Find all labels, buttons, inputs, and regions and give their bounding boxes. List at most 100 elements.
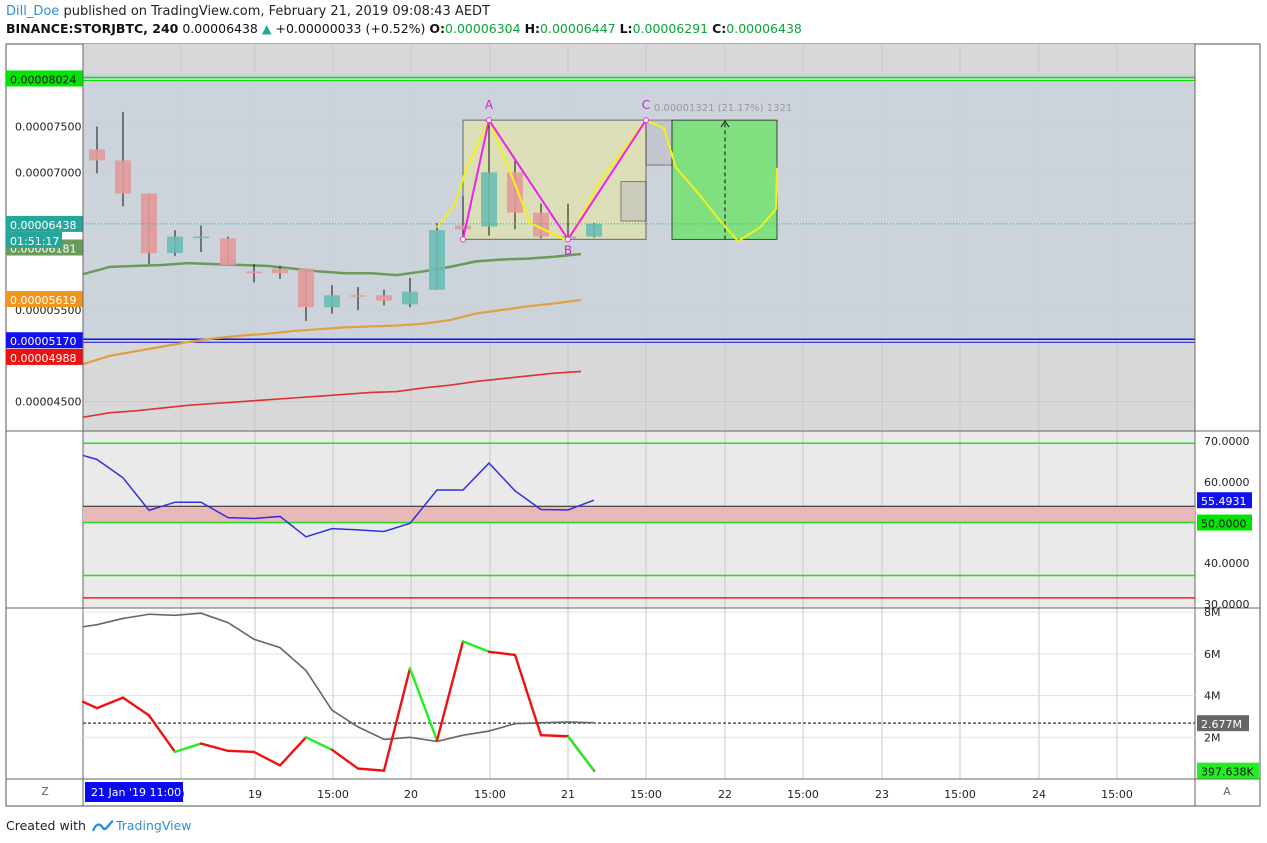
volume-last-label-bg: [1197, 762, 1259, 779]
pattern-label-C: C: [642, 98, 650, 112]
close-value: 0.00006438: [726, 21, 802, 36]
candle-body: [115, 160, 131, 194]
pattern-point: [460, 236, 466, 243]
pattern-point: [565, 236, 571, 243]
publish-text: published on TradingView.com, February 2…: [63, 4, 490, 19]
candle-body: [220, 238, 236, 266]
price-tick: 0.00004500: [15, 396, 81, 409]
volume-segment: [487, 650, 517, 657]
volume-segment: [121, 696, 151, 717]
candle-body: [376, 295, 392, 301]
time-tick: 15:00: [1101, 788, 1133, 801]
time-tick: 15:00: [787, 788, 819, 801]
rsi-midline-label: 50.0000: [1201, 518, 1247, 531]
candle-body: [141, 193, 157, 254]
rsi-tick: 40.0000: [1204, 557, 1250, 570]
volume-avg-label-bg: [1197, 715, 1249, 732]
author-link[interactable]: Dill_Doe: [6, 4, 60, 19]
volume-segment: [461, 640, 491, 653]
hline-price-label-bg: [6, 70, 83, 87]
time-tick: 21: [561, 788, 575, 801]
rsi-tick: 60.0000: [1204, 476, 1250, 489]
volume-tick: 2M: [1204, 731, 1221, 744]
volume-segment: [567, 735, 595, 772]
hline-price-label-bg: [6, 332, 83, 349]
candle-body: [324, 295, 340, 308]
pattern-point: [486, 117, 492, 124]
measure-arrow-head: [720, 120, 730, 128]
volume-segment: [382, 667, 412, 772]
candle-body: [272, 268, 288, 274]
volume-segment: [435, 640, 465, 742]
pattern-point: [643, 117, 649, 124]
candle-body: [246, 271, 262, 274]
rsi-line: [82, 454, 595, 538]
volume-tick: 4M: [1204, 690, 1221, 703]
volume-avg-label: 2.677M: [1201, 718, 1242, 731]
low-value: 0.00006291: [632, 21, 709, 36]
volume-segment: [408, 667, 439, 742]
pattern-label-B: B: [564, 243, 572, 257]
volume-tick: 6M: [1204, 648, 1221, 661]
forecast-box: [620, 181, 647, 222]
candle-body: [193, 236, 209, 239]
created-with-text: Created with: [6, 818, 86, 833]
cursor-time-label: 21 Jan '19 11:00: [91, 786, 181, 799]
rsi-tick: 30.0000: [1204, 598, 1250, 611]
volume-last-label: 397.638K: [1201, 766, 1254, 779]
indicator-price-label-bg: [6, 215, 83, 232]
tradingview-link[interactable]: TradingView: [115, 818, 192, 833]
open-value: 0.00006304: [445, 21, 521, 36]
ma-green-line: [82, 252, 582, 277]
price-tick: 0.00007500: [15, 121, 81, 134]
ma-red-line: [82, 370, 582, 419]
hline-price-label: 0.00008024: [10, 73, 76, 86]
candle-body: [167, 236, 183, 254]
volume-segment: [199, 742, 230, 753]
rsi-value-label-bg: [1197, 492, 1252, 509]
candle-body: [481, 172, 497, 227]
price-tick: 0.00005500: [15, 304, 81, 317]
volume-ma-line: [82, 612, 595, 743]
volume-segment: [330, 748, 360, 770]
time-tick: 15:00: [474, 788, 506, 801]
volume-tick: 8M: [1204, 606, 1221, 619]
publish-info: Dill_Doe published on TradingView.com, F…: [6, 4, 490, 19]
indicator-price-label-bg: [6, 348, 83, 365]
volume-segment: [304, 736, 334, 752]
tradingview-logo-icon: [91, 819, 114, 832]
last-price: 0.00006438: [182, 21, 258, 36]
volume-segment: [147, 714, 177, 754]
low-label: L:: [619, 21, 633, 36]
abc-pattern: [462, 117, 647, 242]
volume-segment: [539, 734, 570, 738]
candle-body: [507, 172, 523, 213]
auto-scale-button[interactable]: A: [1223, 785, 1231, 798]
rsi-tick: 70.0000: [1204, 435, 1250, 448]
indicator-price-label: 0.00006438: [10, 219, 76, 232]
time-tick: 15:00: [630, 788, 662, 801]
indicator-price-label-bg: [6, 291, 83, 308]
zoom-button[interactable]: Z: [41, 785, 49, 798]
time-tick: 22: [718, 788, 732, 801]
symbol-label: BINANCE:STORJBTC, 240: [6, 21, 179, 36]
volume-pane-bg: [83, 608, 1195, 779]
candle-body: [455, 225, 471, 230]
volume-segment: [173, 742, 203, 754]
time-tick: 20: [404, 788, 418, 801]
countdown-label-bg: [6, 231, 62, 248]
change-value: +0.00000033 (+0.52%): [275, 21, 426, 36]
rsi-band: [83, 506, 1195, 523]
time-tick: 24: [1032, 788, 1046, 801]
cursor-time-bg: [85, 782, 183, 802]
indicator-price-label: 0.00005619: [10, 294, 76, 307]
candle-body: [350, 295, 366, 297]
high-label: H:: [524, 21, 541, 36]
candle-body: [429, 230, 445, 290]
volume-segment: [278, 736, 308, 767]
time-tick: 15:00: [944, 788, 976, 801]
candle-body: [298, 268, 314, 308]
pattern-label-A: A: [485, 98, 494, 112]
measure-label: 0.00001321 (21.17%) 1321: [654, 103, 792, 114]
